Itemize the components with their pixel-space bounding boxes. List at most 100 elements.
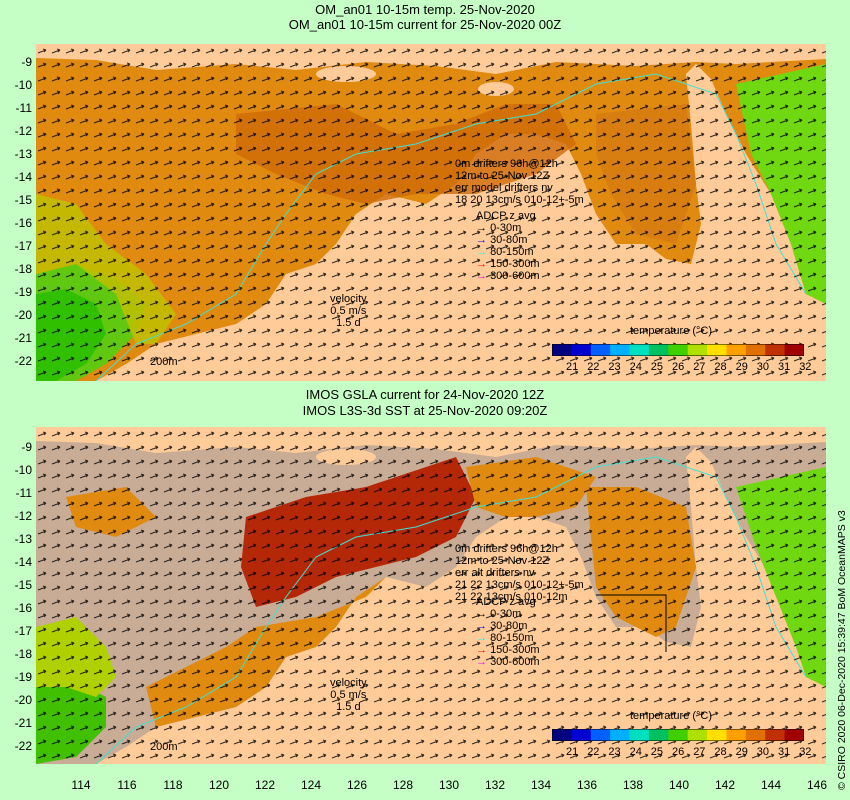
x-tick-label: 122 <box>254 778 276 792</box>
bottom-adcp-legend: ADCP z avg → 0-30m → 30-80m → 80-150m → … <box>476 596 540 668</box>
y-tick-label: -15 <box>14 578 32 592</box>
colorbar-swatch <box>745 729 766 741</box>
colorbar-tick-label: 27 <box>693 361 706 373</box>
y-tick-label: -19 <box>14 285 32 299</box>
y-tick-label: -9 <box>21 440 32 454</box>
y-tick-label: -16 <box>14 216 32 230</box>
adcp-item-2: → 80-150m <box>476 246 534 258</box>
x-tick-label: 116 <box>117 778 137 792</box>
y-tick-label: -12 <box>14 124 32 138</box>
colorbar-swatch <box>629 729 650 741</box>
colorbar-swatch <box>590 344 611 356</box>
colorbar-swatch <box>648 344 669 356</box>
colorbar-tick-label: 22 <box>587 746 600 758</box>
adcp-item-2: → 80-150m <box>476 632 534 644</box>
current-arrows <box>36 427 826 764</box>
colorbar-tick-label: 28 <box>714 361 727 373</box>
y-tick-label: -22 <box>14 739 32 753</box>
y-tick-label: -9 <box>21 55 32 69</box>
x-tick-label: 138 <box>622 778 644 792</box>
bottom-map-panel <box>36 427 826 764</box>
colorbar-tick-label: 32 <box>799 361 812 373</box>
bottom-colorbar-scale <box>552 729 804 741</box>
y-tick-label: -10 <box>14 463 32 477</box>
colorbar-swatch <box>629 344 650 356</box>
x-tick-label: 118 <box>163 778 183 792</box>
colorbar-tick-label: 30 <box>756 746 770 758</box>
colorbar-swatch <box>765 729 786 741</box>
adcp-item-0: → 0-30m <box>476 608 522 620</box>
bottom-depth-label: 200m <box>150 741 178 753</box>
x-tick-label: 142 <box>714 778 736 792</box>
colorbar-swatch <box>668 344 689 356</box>
top-velocity-legend: velocity 0.5 m/s 1.5 d <box>330 293 367 329</box>
colorbar-swatch <box>726 729 747 741</box>
colorbar-swatch <box>648 729 669 741</box>
region-box <box>596 594 667 652</box>
y-tick-label: -16 <box>14 601 32 615</box>
y-tick-label: -17 <box>14 239 32 253</box>
x-tick-label: 120 <box>208 778 230 792</box>
colorbar-swatch <box>552 729 572 741</box>
y-tick-label: -14 <box>14 170 32 184</box>
bottom-title-1: IMOS GSLA current for 24-Nov-2020 12Z <box>305 387 545 402</box>
colorbar-swatch <box>765 344 786 356</box>
x-tick-label: 126 <box>346 778 368 792</box>
adcp-item-0: → 0-30m <box>476 222 522 234</box>
colorbar-tick-label: 32 <box>799 746 812 758</box>
y-tick-label: -13 <box>14 532 32 546</box>
colorbar-tick-label: 25 <box>650 361 664 373</box>
colorbar-swatch <box>784 344 804 356</box>
y-tick-label: -14 <box>14 555 32 569</box>
colorbar-tick-label: 27 <box>693 746 706 758</box>
colorbar-swatch <box>784 729 804 741</box>
colorbar-tick-label: 31 <box>778 746 791 758</box>
bottom-colorbar-title: temperature (°C) <box>630 710 713 722</box>
x-tick-label: 130 <box>438 778 460 792</box>
colorbar-tick-label: 22 <box>587 361 600 373</box>
top-depth-label: 200m <box>150 356 178 368</box>
colorbar-swatch <box>707 729 727 741</box>
bottom-velocity-legend: velocity 0.5 m/s 1.5 d <box>330 677 367 713</box>
colorbar-swatch <box>687 344 708 356</box>
top-map <box>36 44 826 381</box>
colorbar-swatch <box>571 344 592 356</box>
top-colorbar-scale <box>552 344 804 356</box>
y-tick-label: -11 <box>15 486 32 500</box>
y-tick-label: -12 <box>14 509 32 523</box>
adcp-item-4: → 300-600m <box>476 270 540 282</box>
top-title-2: OM_an01 10-15m current for 25-Nov-2020 0… <box>288 17 562 32</box>
colorbar-tick-label: 21 <box>566 361 579 373</box>
colorbar-tick-label: 26 <box>672 746 685 758</box>
colorbar-tick-label: 29 <box>735 361 748 373</box>
colorbar-swatch <box>552 344 572 356</box>
adcp-item-3: → 150-300m <box>476 644 540 656</box>
adcp-item-4: → 300-600m <box>476 656 540 668</box>
colorbar-swatch <box>726 344 747 356</box>
colorbar-tick-label: 25 <box>650 746 664 758</box>
colorbar-tick-label: 21 <box>566 746 579 758</box>
x-tick-label: 124 <box>300 778 322 792</box>
bottom-title-2: IMOS L3S-3d SST at 25-Nov-2020 09:20Z <box>302 403 548 418</box>
adcp-item-1: → 30-80m <box>476 620 528 632</box>
top-drifters-legend: 0m drifters 96h@12h 12m to 25-Nov 12Z er… <box>455 158 584 206</box>
colorbar-tick-label: 23 <box>608 746 621 758</box>
colorbar-tick-label: 30 <box>756 361 770 373</box>
colorbar-tick-label: 28 <box>714 746 727 758</box>
top-title-1: OM_an01 10-15m temp. 25-Nov-2020 <box>315 2 535 17</box>
colorbar-tick-label: 23 <box>608 361 621 373</box>
colorbar-swatch <box>590 729 611 741</box>
colorbar-tick-label: 31 <box>778 361 791 373</box>
x-tick-label: 144 <box>760 778 782 792</box>
x-tick-label: 128 <box>392 778 414 792</box>
y-tick-label: -15 <box>14 193 32 207</box>
credit-text: © CSIRO 2020 06-Dec-2020 15:39:47 BoM Oc… <box>836 510 848 790</box>
y-tick-label: -21 <box>14 331 32 345</box>
y-tick-label: -22 <box>14 354 32 368</box>
x-tick-label: 136 <box>576 778 598 792</box>
colorbar-tick-label: 26 <box>672 361 685 373</box>
colorbar-tick-label: 29 <box>735 746 748 758</box>
colorbar-swatch <box>610 344 631 356</box>
x-tick-label: 132 <box>484 778 506 792</box>
x-tick-label: 140 <box>668 778 690 792</box>
